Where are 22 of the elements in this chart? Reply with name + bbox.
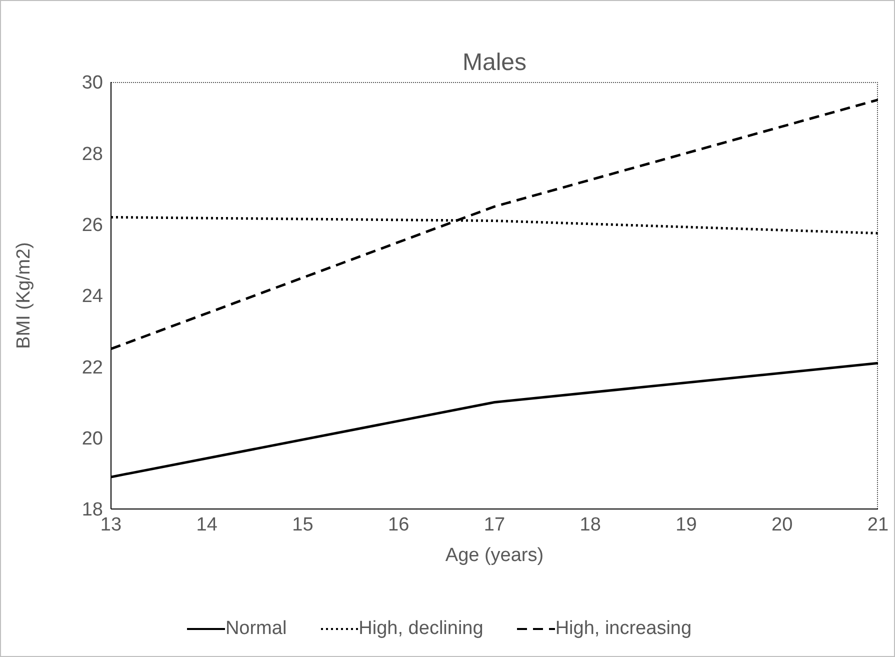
y-tick-label: 20 (82, 428, 103, 450)
y-tick-label: 22 (82, 357, 103, 378)
y-tick-label: 30 (82, 72, 103, 94)
x-tick-label: 15 (292, 514, 314, 536)
x-tick-label: 18 (580, 514, 601, 536)
x-tick-label: 17 (484, 514, 506, 536)
legend-label: High, increasing (555, 618, 692, 640)
x-axis-title: Age (years) (445, 545, 544, 566)
x-tick-label: 16 (388, 514, 410, 536)
y-tick-label: 28 (82, 144, 103, 165)
chart-title: Males (461, 49, 528, 77)
legend-label: High, declining (358, 618, 484, 640)
y-tick-label: 18 (82, 500, 103, 521)
x-tick-label: 20 (772, 514, 793, 536)
y-axis-title: BMI (Kg/m2) (14, 242, 35, 349)
x-tick-label: 13 (100, 514, 122, 536)
x-tick-label: 19 (676, 514, 697, 536)
legend-label: Normal (225, 618, 287, 640)
x-tick-label: 21 (867, 514, 889, 536)
x-tick-label: 14 (196, 514, 218, 536)
y-tick-label: 26 (82, 215, 103, 236)
y-tick-label: 24 (82, 286, 104, 308)
